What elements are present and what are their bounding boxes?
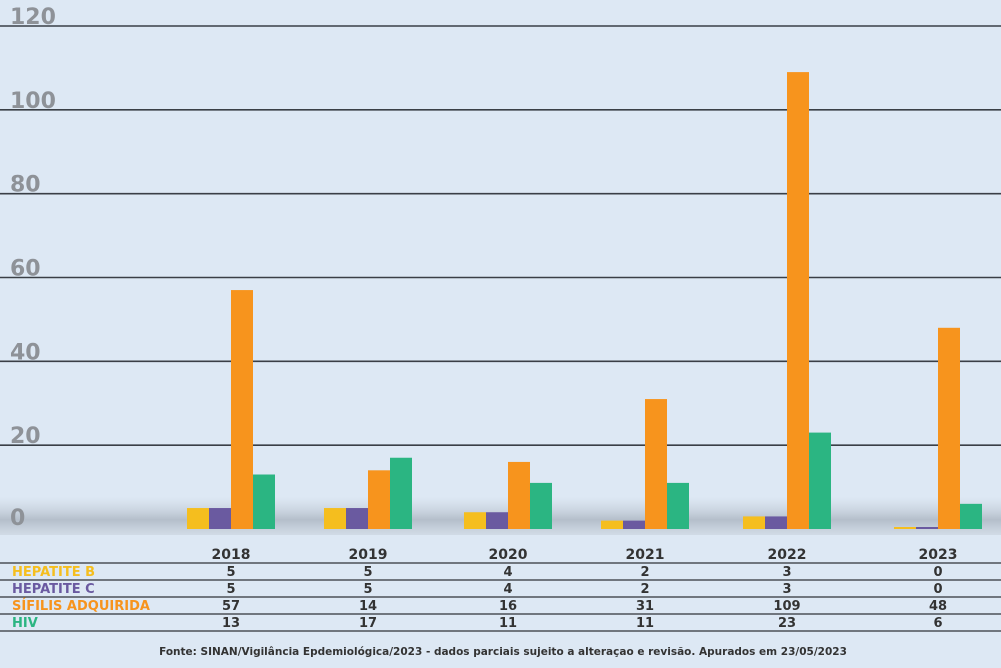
table-value-3-2018: 13 xyxy=(222,616,240,631)
bar-hepatite-b-2018 xyxy=(187,508,209,529)
bar-hepatite-b-2019 xyxy=(324,508,346,529)
table-value-2-2019: 14 xyxy=(359,599,377,614)
table-value-2-2023: 48 xyxy=(929,599,947,614)
bar-s-filis-adquirida-2023 xyxy=(938,327,960,529)
y-tick-label-120: 120 xyxy=(10,5,56,30)
legend-label-hiv: HIV xyxy=(12,616,38,631)
bar-hiv-2019 xyxy=(390,457,412,529)
legend-label-hepatite-b: HEPATITE B xyxy=(12,565,95,580)
bar-hepatite-b-2023 xyxy=(894,527,916,529)
gridlines xyxy=(0,25,1001,446)
table-value-0-2023: 0 xyxy=(933,565,942,580)
bar-hepatite-c-2020 xyxy=(486,512,508,529)
bar-hepatite-b-2022 xyxy=(743,516,765,529)
bar-hiv-2018 xyxy=(253,474,275,529)
bar-hepatite-c-2022 xyxy=(765,516,787,529)
table-value-2-2020: 16 xyxy=(499,599,517,614)
y-tick-label-80: 80 xyxy=(10,173,41,198)
bar-s-filis-adquirida-2018 xyxy=(231,290,253,529)
table-value-2-2021: 31 xyxy=(636,599,654,614)
table-value-2-2018: 57 xyxy=(222,599,240,614)
y-tick-label-0: 0 xyxy=(10,506,25,531)
table-value-0-2021: 2 xyxy=(640,565,649,580)
table-value-1-2018: 5 xyxy=(226,582,235,597)
bar-s-filis-adquirida-2019 xyxy=(368,470,390,529)
table-value-2-2022: 109 xyxy=(773,599,800,614)
y-tick-label-20: 20 xyxy=(10,424,41,449)
bars xyxy=(187,72,982,529)
table-value-3-2023: 6 xyxy=(933,616,942,631)
bar-s-filis-adquirida-2020 xyxy=(508,461,530,529)
year-label-2018: 2018 xyxy=(212,547,251,563)
year-label-2023: 2023 xyxy=(919,547,958,563)
legend-label-hepatite-c: HEPATITE C xyxy=(12,582,95,597)
bar-s-filis-adquirida-2022 xyxy=(787,72,809,529)
bar-hiv-2022 xyxy=(809,432,831,529)
table-value-1-2022: 3 xyxy=(782,582,791,597)
table-value-3-2019: 17 xyxy=(359,616,377,631)
year-label-2022: 2022 xyxy=(768,547,807,563)
table-value-3-2022: 23 xyxy=(778,616,796,631)
bar-hiv-2020 xyxy=(530,482,552,529)
year-label-2020: 2020 xyxy=(489,547,528,563)
table-value-0-2019: 5 xyxy=(363,565,372,580)
table-value-0-2018: 5 xyxy=(226,565,235,580)
table-value-3-2021: 11 xyxy=(636,616,654,631)
table-value-3-2020: 11 xyxy=(499,616,517,631)
y-tick-label-100: 100 xyxy=(10,89,56,114)
source-note: Fonte: SINAN/Vigilância Epdemiológica/20… xyxy=(159,646,847,658)
bar-hepatite-c-2023 xyxy=(916,527,938,529)
y-tick-label-40: 40 xyxy=(10,340,41,365)
x-axis-ticks: 2018 2019 2020 2021 2022 2023 xyxy=(212,547,958,563)
bar-hepatite-c-2018 xyxy=(209,508,231,529)
bar-hepatite-c-2021 xyxy=(623,520,645,529)
table-value-1-2019: 5 xyxy=(363,582,372,597)
year-label-2021: 2021 xyxy=(626,547,665,563)
table-value-1-2020: 4 xyxy=(503,582,512,597)
bar-hepatite-b-2021 xyxy=(601,520,623,529)
table-value-0-2020: 4 xyxy=(503,565,512,580)
bar-s-filis-adquirida-2021 xyxy=(645,399,667,529)
year-label-2019: 2019 xyxy=(349,547,388,563)
legend-label-s-filis-adquirida: SÍFILIS ADQUIRIDA xyxy=(12,598,150,614)
table-value-1-2023: 0 xyxy=(933,582,942,597)
bar-hiv-2021 xyxy=(667,482,689,529)
bar-hiv-2023 xyxy=(960,503,982,529)
table-value-0-2022: 3 xyxy=(782,565,791,580)
y-tick-label-60: 60 xyxy=(10,257,41,282)
table-value-1-2021: 2 xyxy=(640,582,649,597)
bar-hepatite-c-2019 xyxy=(346,508,368,529)
bar-hepatite-b-2020 xyxy=(464,512,486,529)
y-axis-ticks: 0 20 40 60 80 100 120 xyxy=(10,5,56,531)
